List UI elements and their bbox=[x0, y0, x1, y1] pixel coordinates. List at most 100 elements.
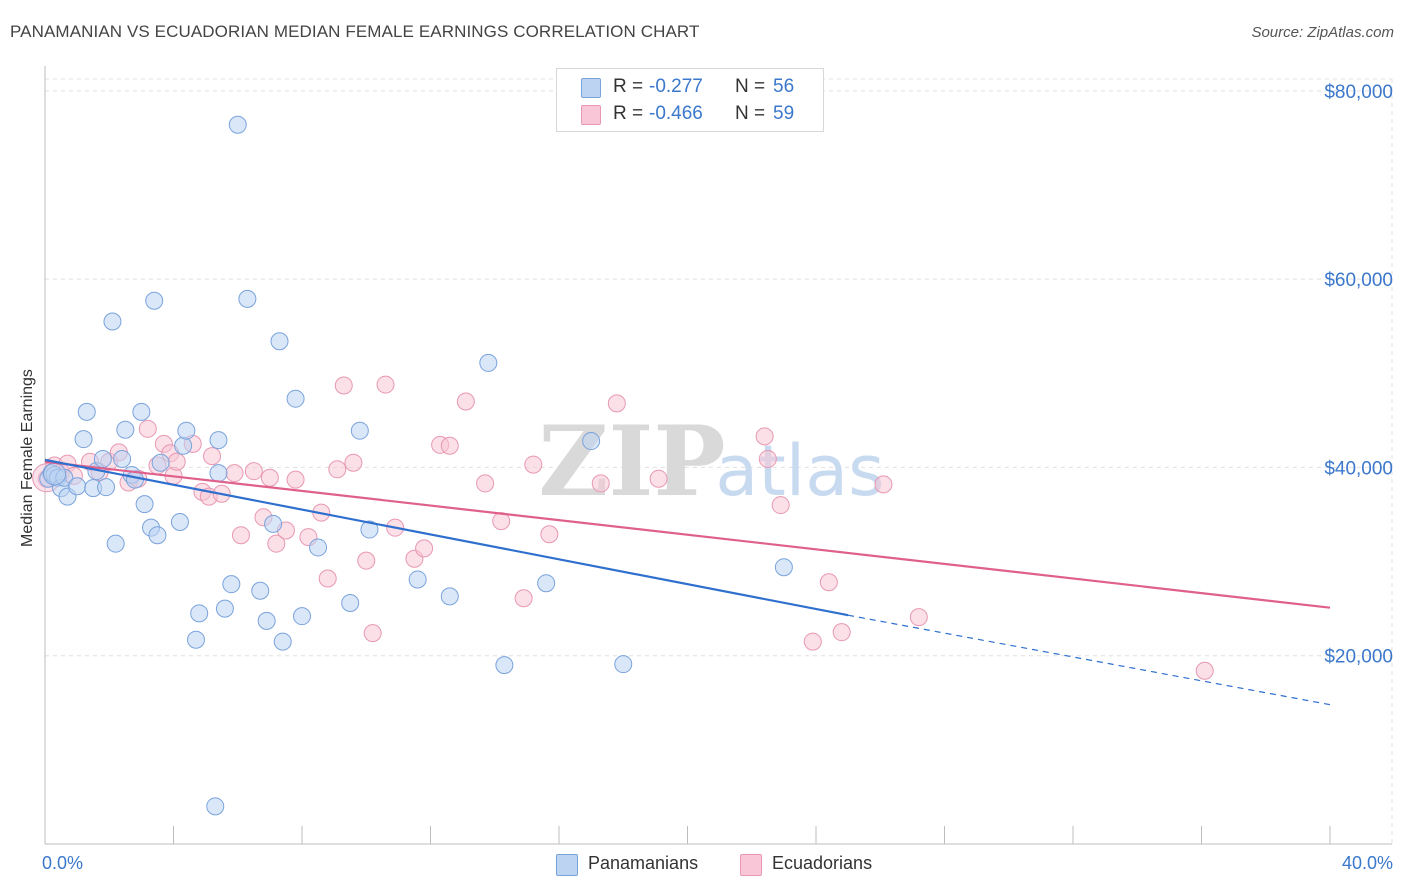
legend-r-label: R = bbox=[613, 76, 644, 97]
legend-swatch-pink bbox=[740, 854, 762, 876]
panamanians-point bbox=[537, 574, 556, 593]
panamanians-point bbox=[309, 538, 328, 557]
ecuadorians-points bbox=[32, 375, 1214, 680]
ecuadorians-point bbox=[1195, 661, 1214, 680]
y-tick-label: $80,000 bbox=[1324, 82, 1393, 103]
panamanians-point bbox=[93, 449, 112, 468]
panamanians-point-cluster bbox=[43, 462, 67, 486]
ecuadorians-point bbox=[440, 436, 459, 455]
ecuadorians-point bbox=[363, 624, 382, 643]
ecuadorians-point bbox=[649, 469, 668, 488]
legend-r-label: R = bbox=[613, 103, 644, 124]
panamanians-point bbox=[206, 797, 225, 816]
panamanians-point bbox=[341, 593, 360, 612]
ecuadorians-point bbox=[231, 526, 250, 545]
panamanians-point bbox=[151, 453, 170, 472]
trend-lines bbox=[44, 458, 1331, 706]
panamanians-point bbox=[479, 353, 498, 372]
ecuadorians-point bbox=[244, 462, 263, 481]
panamanians-point bbox=[270, 332, 289, 351]
legend-swatch-pink bbox=[581, 105, 601, 125]
ecuadorians-point bbox=[138, 419, 157, 438]
legend-swatch-blue bbox=[556, 854, 578, 876]
panamanians-point bbox=[222, 575, 241, 594]
legend-swatch-blue bbox=[581, 78, 601, 98]
panamanians-point bbox=[251, 581, 270, 600]
panamanians-point bbox=[293, 607, 311, 626]
ecuadorians-point bbox=[344, 453, 363, 472]
panamanians-point bbox=[190, 604, 209, 623]
legend-row-panamanians: R = -0.277 N = 56 bbox=[557, 73, 823, 101]
panamanians-point bbox=[113, 449, 132, 468]
legend-n-value: 56 bbox=[773, 76, 795, 97]
panamanians-point bbox=[186, 630, 205, 649]
legend-r-value: -0.466 bbox=[649, 103, 703, 124]
ecuadorians-point bbox=[803, 632, 822, 651]
ecuadorians-point bbox=[167, 452, 186, 471]
legend-item-ecuadorians: Ecuadorians bbox=[740, 852, 910, 876]
axes-layer bbox=[44, 66, 1392, 845]
y-axis-label: Median Female Earnings bbox=[19, 369, 36, 547]
legend-label-panamanians: Panamanians bbox=[588, 853, 699, 873]
tick-labels: $20,000 $40,000 $60,000 $80,000 0.0% 40.0% bbox=[42, 82, 1393, 873]
watermark: ZIP atlas bbox=[538, 405, 884, 518]
legend-n-value: 59 bbox=[773, 103, 795, 124]
legend-n-label: N = bbox=[735, 76, 766, 97]
panamanians-point bbox=[97, 478, 116, 497]
panamanians-point bbox=[614, 655, 633, 674]
panamanians-point bbox=[273, 632, 292, 651]
ecuadorians-point bbox=[909, 608, 928, 627]
x-tick-label-max: 40.0% bbox=[1342, 853, 1393, 873]
panamanians-point bbox=[74, 430, 93, 449]
watermark-zip: ZIP bbox=[538, 405, 725, 518]
legend-item-panamanians: Panamanians bbox=[556, 852, 726, 876]
ecuadorians-point bbox=[328, 460, 347, 479]
panamanians-point bbox=[170, 513, 189, 532]
ecuadorians-point bbox=[514, 589, 533, 608]
panamanians-point bbox=[286, 389, 305, 408]
ecuadorians-point bbox=[540, 525, 559, 544]
panamanians-point bbox=[106, 534, 125, 553]
panamanians-point bbox=[215, 599, 234, 618]
ecuadorians-point bbox=[203, 447, 222, 466]
y-tick-label: $40,000 bbox=[1324, 458, 1393, 479]
panamanians-point bbox=[174, 436, 193, 455]
ecuadorians-point bbox=[591, 474, 610, 493]
panamanians-point bbox=[132, 402, 151, 421]
watermark-atlas: atlas bbox=[715, 430, 884, 512]
source-credit: Source: ZipAtlas.com bbox=[1251, 24, 1394, 41]
ecuadorians-point bbox=[874, 475, 893, 494]
panamanians-point bbox=[135, 495, 154, 514]
legend-n-label: N = bbox=[735, 103, 766, 124]
ecuadorians-point bbox=[225, 464, 244, 483]
ecuadorians-point bbox=[832, 623, 851, 642]
ecuadorians-point bbox=[267, 534, 286, 553]
panamanians-point bbox=[209, 431, 228, 450]
panamanians-point bbox=[408, 570, 427, 589]
ecuadorians-point bbox=[318, 569, 337, 588]
panamanians-point bbox=[77, 402, 96, 421]
panamanians-trend-extension bbox=[848, 614, 1331, 706]
panamanians-point bbox=[360, 520, 379, 539]
ecuadorians-point bbox=[524, 455, 543, 474]
panamanians-point bbox=[68, 477, 87, 496]
panamanians-point bbox=[440, 587, 459, 606]
panamanians-point bbox=[582, 432, 601, 451]
ecuadorians-point bbox=[357, 551, 376, 570]
panamanians-point bbox=[238, 289, 257, 308]
ecuadorians-point bbox=[286, 470, 305, 489]
ecuadorians-point bbox=[456, 392, 475, 411]
panamanians-point bbox=[103, 312, 122, 331]
panamanians-point bbox=[116, 420, 135, 439]
panamanians-point bbox=[209, 464, 228, 483]
panamanians-points bbox=[39, 115, 793, 816]
panamanians-point bbox=[257, 611, 276, 630]
ecuadorians-point bbox=[607, 394, 626, 413]
legend-r-value: -0.277 bbox=[649, 76, 703, 97]
panamanians-point bbox=[495, 656, 514, 675]
x-tick-label-min: 0.0% bbox=[42, 853, 83, 873]
ecuadorians-point bbox=[376, 375, 395, 394]
ecuadorians-point bbox=[260, 468, 279, 487]
correlation-legend: R = -0.277 N = 56 R = -0.466 N = 59 bbox=[556, 68, 824, 132]
